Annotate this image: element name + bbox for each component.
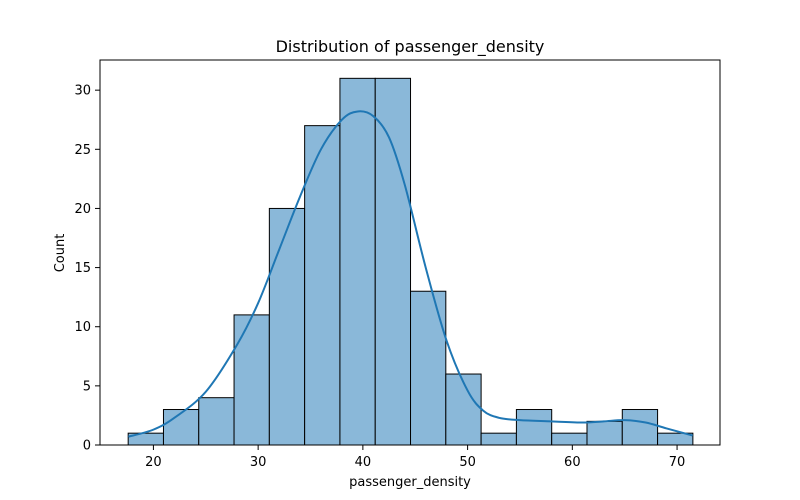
y-axis-label: Count	[53, 234, 68, 273]
x-tick-label: 40	[355, 455, 372, 470]
kde-curve	[128, 110, 694, 438]
x-tick-label: 70	[669, 455, 686, 470]
x-tick-label: 20	[145, 455, 162, 470]
y-tick-label: 15	[74, 261, 91, 276]
plot-frame	[99, 59, 721, 446]
y-tick-label: 10	[74, 320, 91, 335]
histogram-bar-11	[515, 409, 553, 446]
chart-title: Distribution of passenger_density	[276, 37, 545, 57]
histogram-bar-3	[233, 314, 270, 446]
x-axis-label: passenger_density	[349, 475, 471, 490]
histogram-bar-6	[339, 77, 376, 446]
histogram-bar-7	[374, 77, 412, 446]
histogram-bar-12	[551, 432, 588, 446]
histogram-bar-4	[268, 207, 306, 446]
histogram-bar-1	[162, 409, 200, 446]
histogram-bar-9	[445, 373, 482, 446]
x-tick-label: 30	[250, 455, 267, 470]
y-tick-label: 30	[74, 84, 91, 99]
histogram-bar-2	[198, 397, 235, 446]
x-axis-ticks: 20 30 40 50 60 70	[145, 445, 685, 470]
y-tick-label: 0	[83, 439, 91, 454]
histogram-bar-8	[410, 290, 447, 446]
x-tick-label: 50	[459, 455, 476, 470]
y-tick-label: 25	[74, 143, 91, 158]
x-tick-label: 60	[564, 455, 581, 470]
y-axis-ticks: 0 5 10 15 20 25 30	[74, 84, 100, 454]
y-tick-label: 5	[83, 379, 91, 394]
histogram-bar-14	[621, 409, 659, 446]
bars-group	[127, 77, 694, 446]
histogram-bar-13	[586, 420, 623, 446]
histogram-bar-10	[480, 432, 517, 446]
y-tick-label: 20	[74, 202, 91, 217]
